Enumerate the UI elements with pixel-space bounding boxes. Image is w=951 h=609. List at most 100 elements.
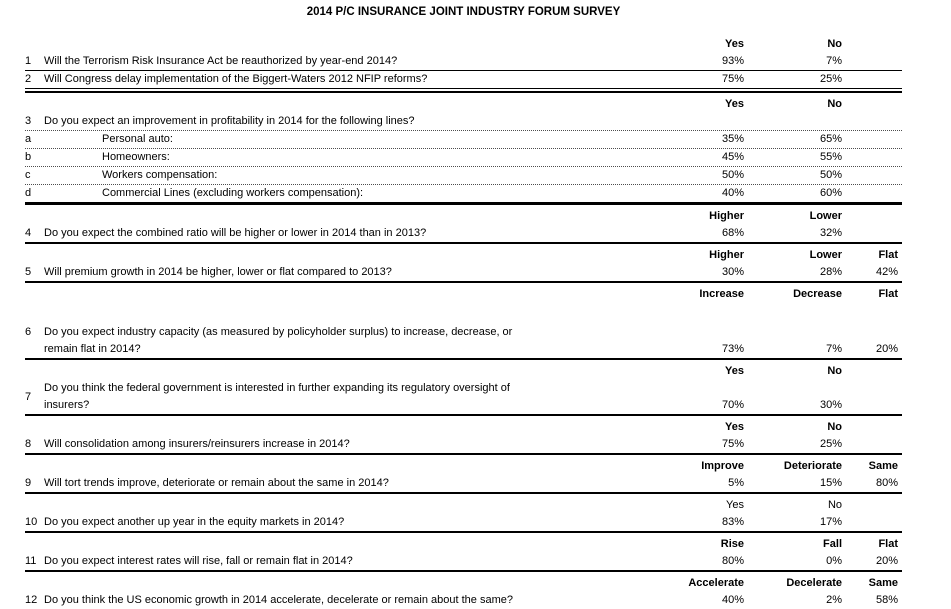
answer-percentage: 32%	[819, 227, 842, 239]
answer-percentage: 83%	[721, 516, 744, 528]
column-header-label: Accelerate	[688, 577, 744, 589]
question-row: b Homeowners: 45% 55%	[25, 149, 902, 167]
answer-percentage: 35%	[721, 133, 744, 145]
question-text: Personal auto:	[102, 133, 173, 145]
question-row: 2 Will Congress delay implementation of t…	[25, 71, 902, 89]
question-row: 7 Do you think the federal government is …	[25, 380, 902, 416]
question-row: 12 Do you think the US economic growth in…	[25, 592, 902, 609]
column-header-label: Higher	[709, 249, 744, 261]
question-text: Will consolidation among insurers/reinsu…	[44, 438, 350, 450]
question-number: 9	[25, 477, 32, 489]
answer-percentage: 55%	[819, 151, 842, 163]
answer-percentage: 70%	[721, 399, 744, 411]
section-header-row: Yes No	[25, 416, 902, 436]
column-header-label: Same	[868, 577, 898, 589]
section-header-row: Yes No	[25, 33, 902, 53]
column-header-label: Flat	[878, 249, 898, 261]
question-text: Do you expect industry capacity (as meas…	[44, 326, 513, 355]
column-header-label: Improve	[701, 460, 744, 472]
column-header-label: Rise	[720, 538, 744, 550]
section-header-row: Increase Decrease Flat	[25, 283, 902, 303]
column-header-label: No	[827, 38, 842, 50]
answer-percentage: 42%	[875, 266, 898, 278]
question-text: Commercial Lines (excluding workers comp…	[102, 187, 364, 199]
survey-table: Yes No 1 Will the Terrorism Risk Insurance …	[25, 33, 902, 609]
section-header-row: Rise Fall Flat	[25, 533, 902, 553]
question-text: Will Congress delay implementation of th…	[44, 73, 428, 85]
answer-percentage: 60%	[819, 187, 842, 199]
question-number: 5	[25, 266, 32, 278]
column-header-label: Fall	[823, 538, 842, 550]
answer-percentage: 17%	[819, 516, 842, 528]
question-text: Will tort trends improve, deteriorate or…	[44, 477, 389, 489]
column-header-label: Same	[868, 460, 898, 472]
answer-percentage: 40%	[721, 594, 744, 606]
column-header-label: Decrease	[793, 288, 842, 300]
column-header-label: Yes	[726, 499, 744, 511]
column-header-label: Decelerate	[786, 577, 842, 589]
column-header-label: Flat	[878, 538, 898, 550]
question-row: d Commercial Lines (excluding workers com…	[25, 185, 902, 205]
answer-percentage: 73%	[721, 343, 744, 355]
answer-percentage: 65%	[819, 133, 842, 145]
answer-percentage: 20%	[875, 555, 898, 567]
answer-percentage: 50%	[721, 169, 744, 181]
question-number: 3	[25, 115, 32, 127]
question-row: 8 Will consolidation among insurers/reins…	[25, 436, 902, 455]
answer-percentage: 50%	[819, 169, 842, 181]
answer-percentage: 68%	[721, 227, 744, 239]
answer-percentage: 93%	[721, 55, 744, 67]
column-header-label: Yes	[725, 98, 744, 110]
question-number: 4	[25, 227, 32, 239]
column-header-label: No	[827, 365, 842, 377]
section-header-row: Accelerate Decelerate Same	[25, 572, 902, 592]
column-header-label: Yes	[725, 421, 744, 433]
question-row: 6 Do you expect industry capacity (as mea…	[25, 324, 902, 360]
answer-percentage: 0%	[826, 555, 842, 567]
answer-percentage: 15%	[819, 477, 842, 489]
question-text: Workers compensation:	[102, 169, 218, 181]
column-header-label: Yes	[725, 365, 744, 377]
question-row: 9 Will tort trends improve, deteriorate o…	[25, 475, 902, 494]
section-header-row: Yes No	[25, 360, 902, 380]
survey-title: 2014 P/C INSURANCE JOINT INDUSTRY FORUM …	[306, 6, 621, 18]
column-header-label: Increase	[699, 288, 744, 300]
section-divider-line	[25, 89, 902, 93]
column-header-label: Flat	[878, 288, 898, 300]
answer-percentage: 80%	[721, 555, 744, 567]
question-number: c	[25, 169, 31, 181]
question-number: 7	[25, 390, 32, 403]
answer-percentage: 20%	[875, 343, 898, 355]
answer-percentage: 30%	[819, 399, 842, 411]
answer-percentage: 25%	[819, 73, 842, 85]
question-text: Will the Terrorism Risk Insurance Act be…	[44, 55, 398, 67]
answer-percentage: 45%	[721, 151, 744, 163]
question-number: 6	[25, 326, 32, 338]
section-header-row: Higher Lower Flat	[25, 244, 902, 264]
question-text: Do you think the US economic growth in 2…	[44, 594, 513, 606]
question-number: b	[25, 151, 32, 163]
column-header-label: No	[827, 421, 842, 433]
answer-percentage: 5%	[728, 477, 744, 489]
question-row: 1 Will the Terrorism Risk Insurance Act b…	[25, 53, 902, 71]
section-header-row: Yes No	[25, 494, 902, 514]
question-number: 2	[25, 73, 32, 85]
question-row: 11 Do you expect interest rates will rise…	[25, 553, 902, 572]
question-number: d	[25, 187, 32, 199]
question-text: Will premium growth in 2014 be higher, l…	[44, 266, 392, 278]
column-header-label: Yes	[725, 38, 744, 50]
answer-percentage: 2%	[826, 594, 842, 606]
answer-percentage: 58%	[875, 594, 898, 606]
question-text: Do you think the federal government is i…	[44, 382, 510, 411]
answer-percentage: 80%	[875, 477, 898, 489]
question-number: 1	[25, 55, 32, 67]
answer-percentage: 75%	[721, 438, 744, 450]
question-number: a	[25, 133, 32, 145]
question-text: Do you expect the combined ratio will be…	[44, 227, 427, 239]
section-header-row: Yes No	[25, 93, 902, 113]
question-text: Homeowners:	[102, 151, 170, 163]
answer-percentage: 7%	[826, 55, 842, 67]
question-text: Do you expect an improvement in profitab…	[44, 115, 415, 127]
column-header-label: No	[827, 499, 842, 511]
